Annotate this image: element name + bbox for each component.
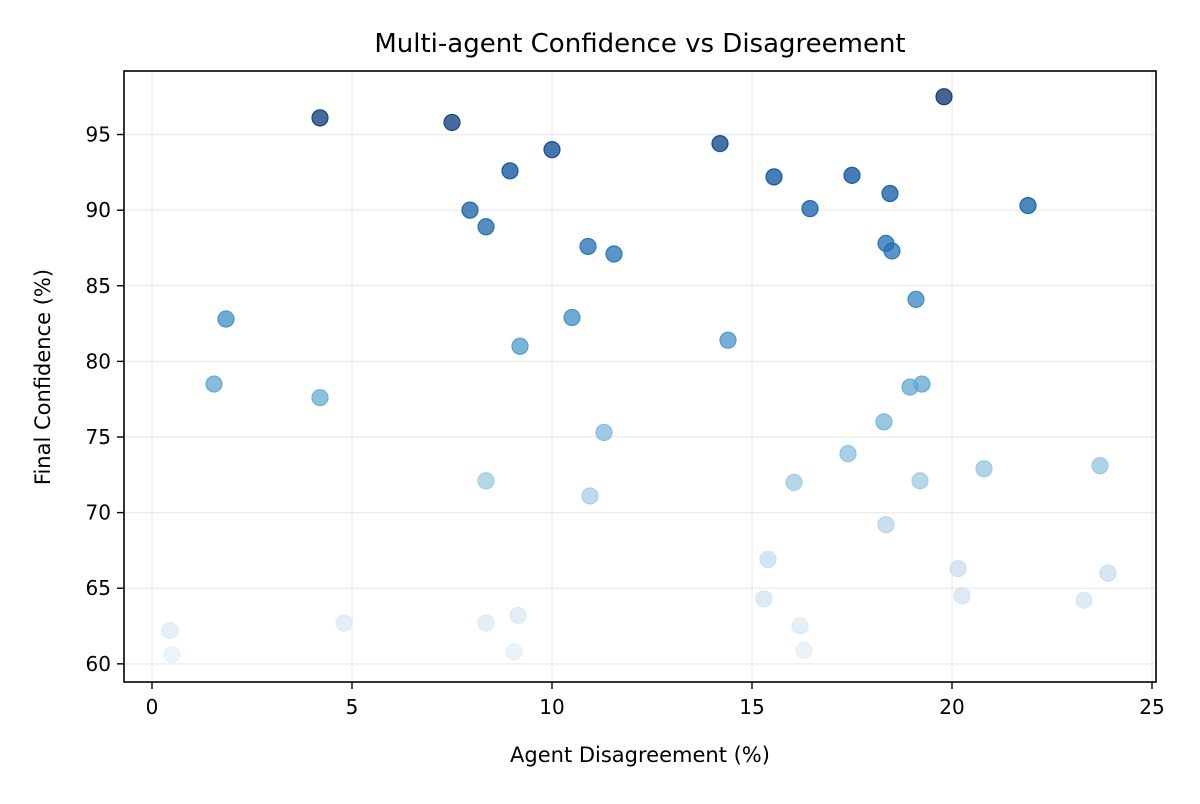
- data-point: [935, 88, 953, 106]
- data-point: [605, 245, 623, 263]
- data-point: [975, 460, 993, 478]
- data-point: [883, 242, 901, 260]
- x-tick-label: 20: [939, 695, 964, 719]
- data-point: [795, 641, 813, 659]
- data-point: [913, 375, 931, 393]
- data-point: [759, 550, 777, 569]
- data-point: [843, 166, 861, 184]
- y-tick-label: 70: [86, 501, 111, 525]
- y-axis-label: Final Confidence (%): [31, 269, 55, 485]
- y-tick-label: 80: [86, 349, 111, 373]
- data-point: [877, 516, 895, 534]
- data-point: [1075, 591, 1093, 609]
- data-point: [217, 310, 235, 328]
- data-point: [791, 617, 809, 635]
- data-point: [595, 423, 613, 442]
- data-point: [543, 141, 561, 159]
- data-point: [1019, 197, 1037, 215]
- y-tick-label: 95: [86, 123, 111, 147]
- plot-frame: [123, 70, 1157, 683]
- data-point: [579, 237, 597, 256]
- data-point: [711, 134, 729, 153]
- data-point: [839, 445, 857, 463]
- axis-ticks: 0 5 10 15 20 25 60 65 70 75 80 85 90 95: [86, 123, 1165, 719]
- data-point: [511, 337, 529, 355]
- chart-title: Multi-agent Confidence vs Disagreement: [374, 29, 905, 59]
- data-point: [461, 201, 479, 219]
- y-tick-label: 85: [86, 274, 111, 298]
- data-point: [205, 375, 223, 393]
- x-tick-label: 15: [739, 695, 764, 719]
- y-tick-label: 60: [86, 652, 111, 676]
- data-point: [477, 472, 495, 490]
- data-point: [163, 646, 181, 664]
- data-point: [953, 587, 971, 605]
- y-tick-label: 75: [86, 425, 111, 449]
- x-tick-label: 5: [346, 695, 359, 719]
- x-axis-label: Agent Disagreement (%): [510, 743, 770, 767]
- data-point: [875, 413, 893, 431]
- data-point: [765, 168, 783, 186]
- y-tick-label: 65: [86, 576, 111, 600]
- data-point: [161, 621, 179, 640]
- x-tick-label: 10: [539, 695, 564, 719]
- data-point: [719, 331, 737, 349]
- data-point: [755, 590, 773, 608]
- data-point: [1091, 457, 1109, 475]
- data-points: [161, 88, 1117, 664]
- data-point: [911, 472, 929, 490]
- data-point: [563, 308, 581, 327]
- y-tick-label: 90: [86, 198, 111, 222]
- data-point: [505, 643, 523, 661]
- data-point: [881, 184, 899, 203]
- x-tick-label: 0: [146, 695, 159, 719]
- data-point: [1099, 564, 1117, 582]
- data-point: [311, 389, 329, 407]
- data-point: [907, 290, 925, 308]
- data-point: [311, 109, 329, 127]
- data-point: [477, 614, 495, 632]
- data-point: [443, 113, 461, 132]
- data-point: [335, 614, 353, 632]
- data-point: [785, 473, 803, 491]
- data-point: [501, 162, 519, 180]
- data-point: [509, 606, 527, 625]
- data-point: [949, 559, 967, 578]
- data-point: [581, 487, 599, 505]
- data-point: [477, 218, 495, 236]
- x-tick-label: 25: [1139, 695, 1164, 719]
- grid: [124, 71, 1156, 682]
- data-point: [801, 200, 819, 218]
